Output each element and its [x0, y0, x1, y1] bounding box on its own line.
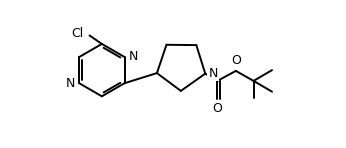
Text: O: O	[232, 54, 242, 67]
Text: N: N	[66, 78, 75, 90]
Text: N: N	[208, 67, 218, 80]
Text: Cl: Cl	[71, 27, 83, 40]
Text: N: N	[128, 50, 138, 63]
Text: O: O	[212, 102, 222, 115]
